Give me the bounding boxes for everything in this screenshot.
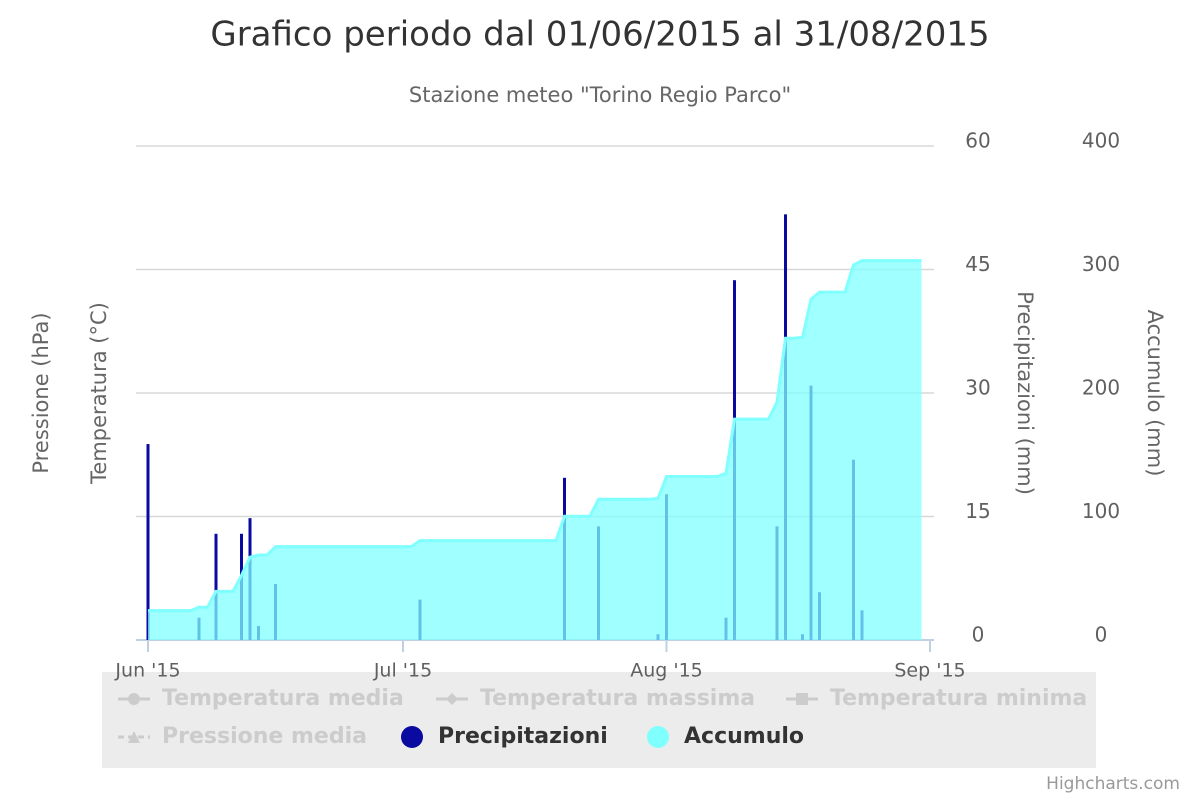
y-tick-label: 15 (965, 499, 990, 523)
y-tick-label: 45 (965, 252, 990, 276)
legend-label[interactable]: Accumulo (684, 724, 804, 749)
legend-symbol (401, 726, 423, 748)
y2-tick-label: 0 (1095, 623, 1108, 647)
legend-symbol (128, 731, 140, 743)
x-tick-label: Sep '15 (894, 660, 965, 682)
legend-label[interactable]: Precipitazioni (438, 724, 608, 749)
legend-label[interactable]: Temperatura minima (830, 686, 1087, 711)
legend-label[interactable]: Temperatura massima (480, 686, 755, 711)
area-line (148, 259, 922, 613)
y-axis-title: Precipitazioni (mm) (1013, 291, 1037, 495)
y2-axis-title: Accumulo (mm) (1143, 310, 1167, 477)
y-tick-label: 60 (965, 129, 990, 153)
chart-title: Grafico periodo dal 01/06/2015 al 31/08/… (210, 15, 989, 55)
y-axis-title: Temperatura (°C) (87, 302, 111, 485)
credits[interactable]: Highcharts.com (1046, 774, 1180, 794)
y2-tick-label: 200 (1082, 376, 1120, 400)
legend-box (102, 672, 1096, 768)
legend-symbol (128, 693, 140, 705)
y-tick-label: 0 (972, 623, 985, 647)
y2-tick-label: 400 (1082, 129, 1120, 153)
legend-symbol (647, 726, 669, 748)
y2-tick-label: 300 (1082, 252, 1120, 276)
bar (146, 444, 150, 640)
legend-label[interactable]: Pressione media (162, 724, 367, 749)
bar (214, 533, 218, 640)
chart-subtitle: Stazione meteo "Torino Regio Parco" (409, 83, 791, 107)
x-tick-label: Jul '15 (373, 660, 432, 682)
y-axis-title: Pressione (hPa) (29, 312, 53, 473)
y-tick-label: 30 (965, 376, 990, 400)
area (148, 260, 922, 640)
x-tick-label: Aug '15 (630, 660, 703, 682)
x-tick-label: Jun '15 (114, 660, 180, 682)
legend-symbol (446, 693, 458, 705)
y2-tick-label: 100 (1082, 499, 1120, 523)
legend-label[interactable]: Temperatura media (162, 686, 404, 711)
legend-symbol (796, 693, 808, 705)
